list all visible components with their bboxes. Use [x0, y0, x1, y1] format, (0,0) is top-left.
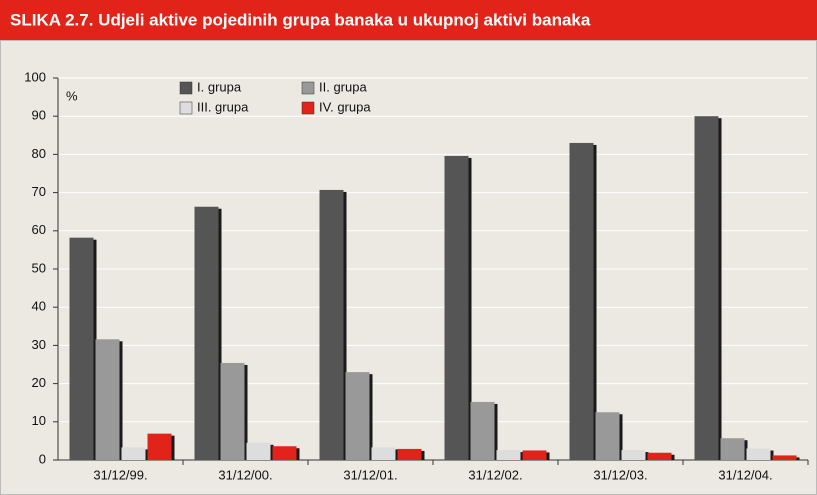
bar [772, 455, 797, 460]
y-tick-label: 40 [32, 299, 46, 314]
x-tick-label: 31/12/01. [343, 467, 397, 482]
bar [69, 237, 94, 460]
y-tick-label: 70 [32, 184, 46, 199]
legend-swatch [301, 101, 315, 115]
bar [522, 450, 547, 460]
y-tick-label: 0 [39, 451, 46, 466]
title-bar [0, 0, 817, 40]
y-tick-label: 30 [32, 337, 46, 352]
bar [147, 433, 172, 460]
x-tick-label: 31/12/00. [218, 467, 272, 482]
y-tick-label: 100 [24, 69, 46, 84]
y-tick-label: 90 [32, 108, 46, 123]
legend-label: II. grupa [319, 79, 367, 94]
legend-label: I. grupa [197, 79, 242, 94]
bar [272, 446, 297, 460]
bar [694, 116, 719, 460]
legend-label: III. grupa [197, 99, 249, 114]
bar [496, 450, 521, 460]
x-tick-label: 31/12/99. [93, 467, 147, 482]
legend-swatch [301, 81, 315, 95]
bar [194, 206, 219, 460]
bar [319, 189, 344, 460]
bar [345, 372, 370, 460]
bar [371, 447, 396, 460]
bar [569, 142, 594, 460]
bar [595, 412, 620, 460]
x-tick-label: 31/12/03. [593, 467, 647, 482]
bar [720, 438, 745, 460]
y-tick-label: 20 [32, 375, 46, 390]
legend-swatch [179, 81, 193, 95]
bar [246, 442, 271, 460]
bar [95, 339, 120, 460]
y-tick-label: 80 [32, 146, 46, 161]
legend-swatch [179, 101, 193, 115]
y-tick-label: 60 [32, 222, 46, 237]
y-tick-label: 50 [32, 260, 46, 275]
y-tick-label: 10 [32, 413, 46, 428]
bar [647, 452, 672, 460]
bar [121, 447, 146, 460]
bar [397, 448, 422, 460]
bar [470, 401, 495, 460]
bar [444, 155, 469, 461]
bar [621, 450, 646, 460]
chart-title: SLIKA 2.7. Udjeli aktive pojedinih grupa… [10, 10, 591, 29]
bar [746, 448, 771, 460]
bar [220, 362, 245, 460]
x-tick-label: 31/12/02. [468, 467, 522, 482]
x-tick-label: 31/12/04. [718, 467, 772, 482]
y-axis-label: % [66, 88, 78, 103]
legend-label: IV. grupa [319, 99, 371, 114]
